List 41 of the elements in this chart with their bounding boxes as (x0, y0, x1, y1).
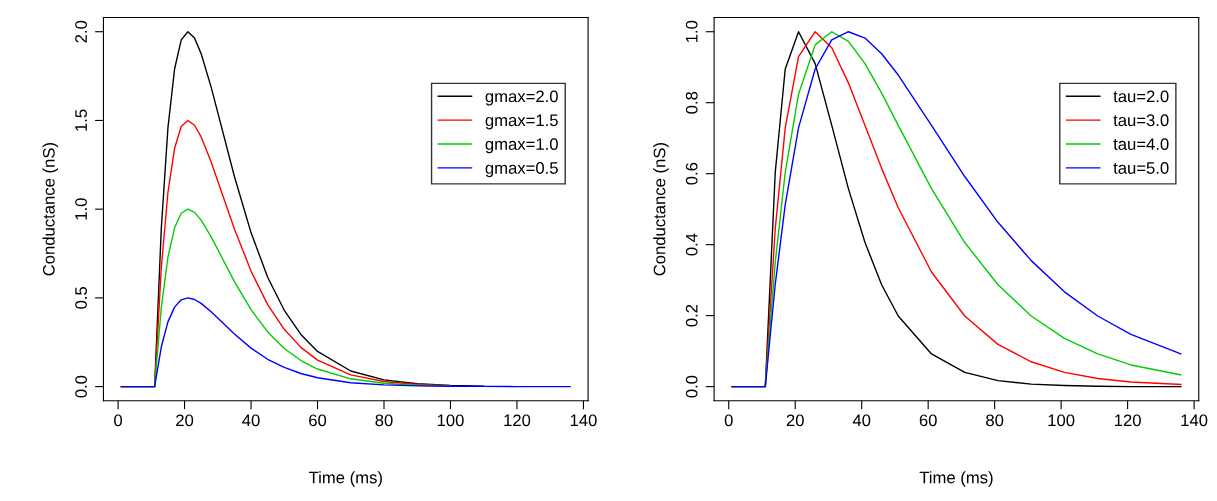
y-tick-label: 0.2 (685, 304, 698, 327)
x-tick-label: 0 (724, 414, 733, 427)
legend-label: tau=3.0 (1113, 114, 1169, 127)
x-tick-label: 120 (504, 414, 531, 427)
legend-label: gmax=1.5 (485, 114, 558, 130)
y-tick-label: 0.0 (685, 375, 698, 398)
x-tick-label: 40 (242, 414, 260, 427)
y-tick-label: 0.5 (75, 287, 87, 309)
legend-label: tau=2.0 (1113, 90, 1169, 103)
x-tick-label: 60 (309, 414, 327, 427)
y-tick-label: 0.4 (685, 233, 698, 256)
legend-label: tau=4.0 (1113, 138, 1169, 151)
x-tick-label: 100 (1048, 414, 1075, 427)
x-tick-label: 140 (1181, 414, 1208, 427)
y-tick-label: 1.0 (75, 198, 87, 220)
x-tick-label: 140 (570, 414, 597, 427)
x-tick-label: 20 (786, 414, 804, 427)
y-tick-label: 0.6 (685, 162, 698, 185)
x-tick-label: 80 (986, 414, 1004, 427)
line-series (731, 31, 1182, 388)
y-axis-title: Conductance (nS) (42, 143, 59, 276)
x-tick-label: 0 (114, 414, 123, 427)
y-tick-label: 2.0 (75, 20, 87, 43)
x-tick-label: 100 (437, 414, 464, 427)
x-tick-label: 60 (919, 414, 937, 427)
legend-label: tau=5.0 (1113, 162, 1169, 174)
x-tick-label: 120 (1114, 414, 1141, 427)
y-tick-label: 1.5 (75, 109, 87, 131)
x-tick-label: 80 (375, 414, 393, 427)
y-tick-label: 1.0 (685, 20, 698, 43)
y-tick-label: 0.0 (75, 375, 87, 398)
x-axis-title: Time (ms) (308, 471, 382, 487)
legend-label: gmax=1.0 (485, 138, 558, 154)
x-axis-title: Time (ms) (919, 471, 993, 487)
x-tick-label: 40 (852, 414, 871, 427)
legend-label: gmax=0.5 (485, 162, 558, 178)
line-series (120, 297, 571, 388)
x-tick-label: 20 (176, 414, 194, 427)
y-axis-title: Conductance (nS) (653, 143, 669, 276)
y-tick-label: 0.8 (685, 91, 698, 114)
legend-label: gmax=2.0 (485, 90, 558, 106)
